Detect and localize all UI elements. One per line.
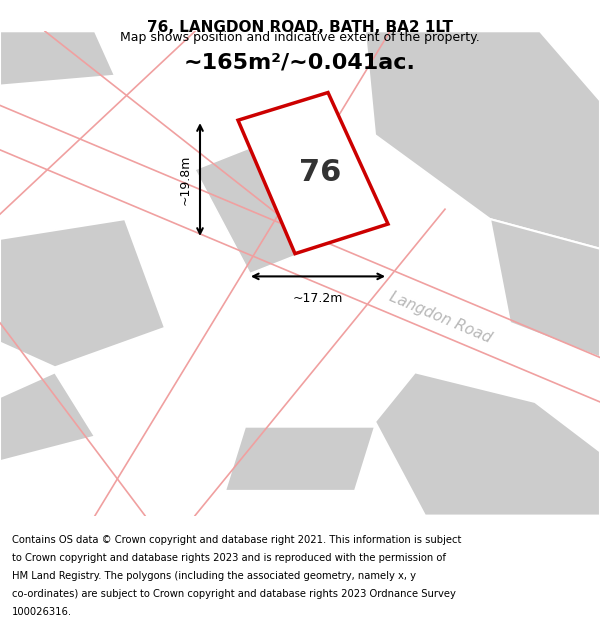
Polygon shape	[195, 140, 325, 274]
Text: Contains OS data © Crown copyright and database right 2021. This information is : Contains OS data © Crown copyright and d…	[12, 535, 461, 545]
Polygon shape	[375, 372, 600, 516]
Text: 76, LANGDON ROAD, BATH, BA2 1LT: 76, LANGDON ROAD, BATH, BA2 1LT	[147, 20, 453, 35]
Text: co-ordinates) are subject to Crown copyright and database rights 2023 Ordnance S: co-ordinates) are subject to Crown copyr…	[12, 589, 456, 599]
Text: ~17.2m: ~17.2m	[293, 292, 343, 305]
Text: 100026316.: 100026316.	[12, 607, 72, 617]
Text: ~165m²/~0.041ac.: ~165m²/~0.041ac.	[184, 53, 416, 73]
Text: Map shows position and indicative extent of the property.: Map shows position and indicative extent…	[120, 31, 480, 44]
Polygon shape	[365, 31, 600, 249]
Text: Langdon Road: Langdon Road	[386, 289, 493, 346]
Polygon shape	[0, 372, 95, 461]
Polygon shape	[225, 427, 375, 491]
Text: HM Land Registry. The polygons (including the associated geometry, namely x, y: HM Land Registry. The polygons (includin…	[12, 571, 416, 581]
Polygon shape	[490, 219, 600, 358]
Polygon shape	[0, 219, 165, 368]
Text: to Crown copyright and database rights 2023 and is reproduced with the permissio: to Crown copyright and database rights 2…	[12, 553, 446, 563]
Text: ~19.8m: ~19.8m	[179, 154, 192, 205]
Polygon shape	[0, 31, 115, 86]
Polygon shape	[238, 92, 388, 254]
Text: 76: 76	[299, 158, 341, 187]
